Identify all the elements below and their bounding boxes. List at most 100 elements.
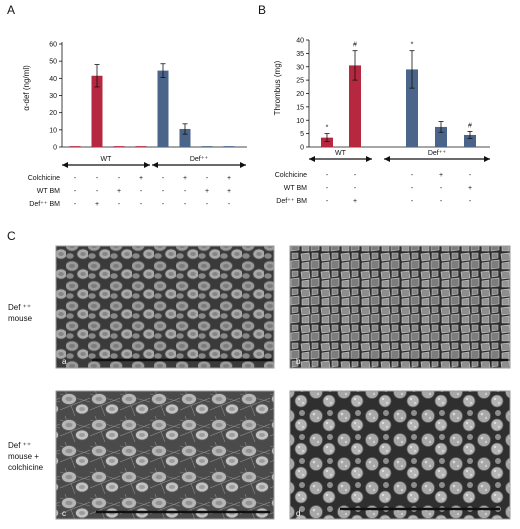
condition-sign: - — [118, 201, 121, 208]
condition-sign: - — [354, 172, 357, 179]
micrograph-panel: Def ⁺⁺ mouse Def ⁺⁺ mouse + colchicine a… — [8, 245, 511, 520]
micrograph-b: b — [289, 245, 511, 369]
condition-sign: - — [140, 188, 143, 195]
group-label: WT — [101, 156, 113, 163]
condition-sign: + — [139, 175, 143, 182]
significance-marker: # — [353, 42, 357, 49]
condition-sign: - — [74, 175, 77, 182]
chart-a: α-def (ng/ml) 0 10 20 30 40 50 60 WT Def⁺⁺ Colc… — [22, 42, 247, 208]
condition-row-label: WT BM — [284, 185, 307, 192]
bar — [406, 69, 418, 147]
chart-a-ylabel: α-def (ng/ml) — [22, 65, 31, 111]
condition-sign: - — [326, 198, 329, 205]
y-tick-label: 40 — [49, 76, 57, 83]
y-tick-label: 40 — [296, 38, 304, 45]
condition-sign: - — [74, 188, 77, 195]
bar — [69, 146, 81, 147]
condition-sign: - — [162, 188, 165, 195]
bar — [91, 75, 103, 147]
y-tick-label: 5 — [300, 131, 304, 138]
chart-b-ylabel: Thrombus (mg) — [273, 60, 282, 115]
condition-sign: - — [162, 175, 165, 182]
condition-sign: - — [469, 172, 472, 179]
group-arrow-head — [366, 156, 372, 162]
y-tick-label: 20 — [296, 91, 304, 98]
group-arrow-head — [144, 162, 150, 168]
y-tick-label: 15 — [296, 104, 304, 111]
bar — [349, 65, 361, 147]
y-tick-label: 25 — [296, 78, 304, 85]
group-arrow-head — [309, 156, 315, 162]
group-arrow-head — [384, 156, 390, 162]
micrograph-label-c: c — [62, 509, 66, 518]
micrograph-d: d — [289, 390, 511, 520]
condition-sign: - — [96, 188, 99, 195]
micrograph-label-b: b — [296, 357, 301, 366]
micrograph-label-d: d — [296, 509, 300, 518]
condition-sign: + — [183, 175, 187, 182]
bar — [201, 146, 213, 147]
condition-sign: - — [440, 185, 443, 192]
group-label: Def⁺⁺ — [428, 150, 447, 157]
condition-sign: + — [227, 175, 231, 182]
condition-sign: + — [205, 188, 209, 195]
condition-sign: - — [228, 201, 231, 208]
bar — [321, 137, 333, 147]
row-label-line: colchicine — [8, 463, 44, 472]
condition-sign: - — [184, 201, 187, 208]
bar — [223, 146, 235, 147]
micrograph-c: c — [55, 390, 275, 520]
condition-sign: - — [184, 188, 187, 195]
significance-marker: * — [411, 42, 414, 49]
y-tick-label: 10 — [49, 127, 57, 134]
bar — [157, 70, 169, 147]
condition-sign: - — [118, 175, 121, 182]
y-tick-label: 10 — [296, 118, 304, 125]
bar — [113, 146, 125, 147]
condition-sign: - — [469, 198, 472, 205]
group-label: Def⁺⁺ — [190, 156, 209, 163]
row-label-def-mouse-colchicine: Def ⁺⁺ mouse + colchicine — [8, 441, 44, 472]
row-label-def-mouse: Def ⁺⁺ mouse — [8, 303, 33, 323]
bar — [435, 126, 447, 147]
condition-sign: + — [117, 188, 121, 195]
row-label-line: Def ⁺⁺ — [8, 441, 31, 450]
condition-sign: - — [206, 175, 209, 182]
condition-sign: + — [227, 188, 231, 195]
group-arrow-head — [240, 162, 246, 168]
panel-letter-c: C — [7, 229, 16, 243]
group-label: WT — [335, 150, 347, 157]
y-tick-label: 30 — [49, 93, 57, 100]
micrograph-label-a: a — [62, 357, 67, 366]
bar — [464, 134, 476, 147]
significance-marker: # — [468, 122, 472, 129]
condition-sign: + — [468, 185, 472, 192]
panel-letter-a: A — [7, 3, 15, 17]
panel-letter-b: B — [258, 3, 266, 17]
micrograph-a: a — [55, 245, 275, 369]
chart-b: Thrombus (mg) 0 5 10 15 20 25 30 35 40 * # * # WT De… — [273, 38, 490, 205]
condition-row-label: Colchicine — [275, 172, 307, 179]
condition-sign: - — [206, 201, 209, 208]
bar — [179, 128, 191, 147]
y-tick-label: 35 — [296, 51, 304, 58]
condition-row-label: Def⁺⁺ BM — [29, 201, 60, 208]
condition-sign: - — [162, 201, 165, 208]
row-label-line: mouse — [8, 314, 33, 323]
condition-sign: - — [440, 198, 443, 205]
y-tick-label: 0 — [300, 145, 304, 152]
condition-sign: - — [140, 201, 143, 208]
condition-row-label: Colchicine — [28, 175, 60, 182]
condition-row-label: Def⁺⁺ BM — [276, 198, 307, 205]
row-label-line: mouse + — [8, 452, 39, 461]
condition-sign: - — [96, 175, 99, 182]
condition-sign: - — [354, 185, 357, 192]
condition-sign: + — [353, 198, 357, 205]
condition-sign: - — [326, 185, 329, 192]
y-tick-label: 60 — [49, 42, 57, 49]
condition-sign: - — [74, 201, 77, 208]
group-arrow-head — [484, 156, 490, 162]
row-label-line: Def ⁺⁺ — [8, 303, 31, 312]
y-tick-label: 0 — [53, 145, 57, 152]
